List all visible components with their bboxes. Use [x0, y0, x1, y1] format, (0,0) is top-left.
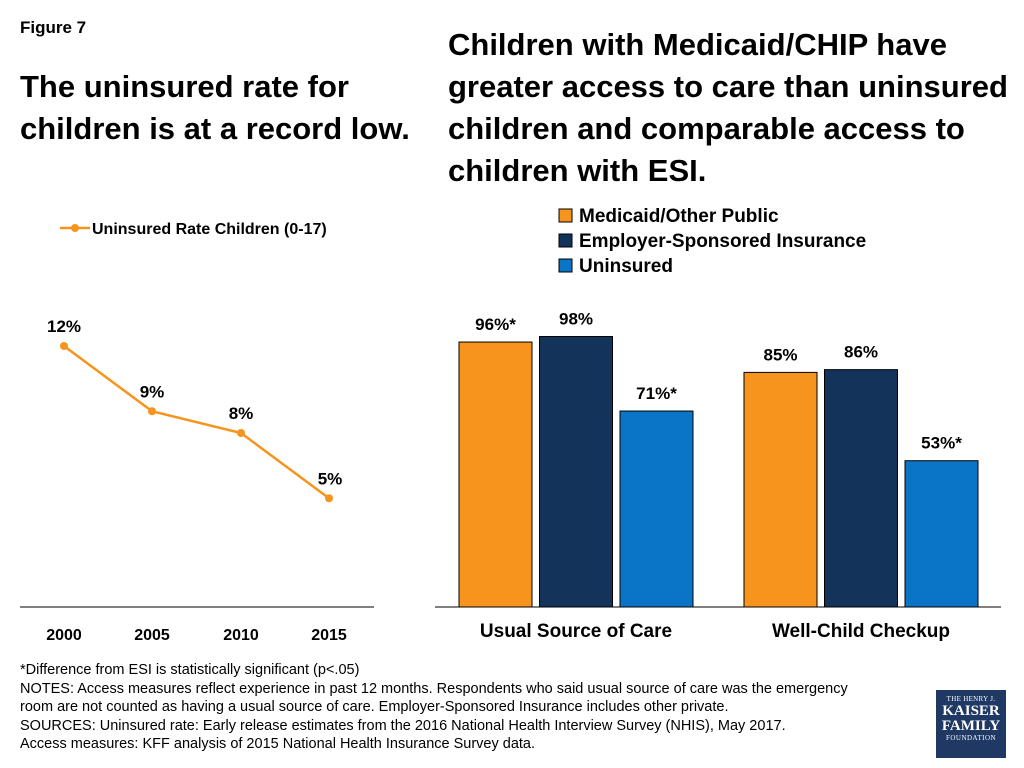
bar-data-label-2-3: 53%* [921, 434, 962, 453]
line-point-2010 [237, 429, 245, 437]
logo-line-2: KAISER [942, 703, 1000, 719]
bar-legend-label-2: Employer-Sponsored Insurance [579, 231, 866, 252]
footnote-sources-1: SOURCES: Uninsured rate: Early release e… [20, 717, 786, 734]
line-series-uninsured-rate [63, 344, 330, 500]
bar-data-label-2-2: 86% [844, 343, 878, 362]
line-point-2005 [148, 407, 156, 416]
charts-canvas: 12% 2000 9% 2005 8% 2010 5% 2015 Uninsured Rate … [20, 206, 1001, 644]
bar-legend-swatch-2 [558, 233, 573, 248]
line-x-tick-2010: 2010 [223, 627, 259, 644]
bar-2-2 [824, 369, 898, 608]
bar-data-label-1-2: 98% [559, 310, 593, 329]
bar-category-label-1: Usual Source of Care [480, 621, 672, 642]
bar-data-label-1-3: 71%* [636, 384, 677, 403]
line-x-tick-2005: 2005 [134, 627, 170, 644]
footnotes: *Difference from ESI is statistically si… [20, 661, 920, 754]
footnote-notes-2: room are not counted as having a usual s… [20, 699, 729, 716]
logo-line-1: THE HENRY J. [946, 695, 996, 703]
bar-legend-label-3: Uninsured [579, 256, 673, 277]
bar-2-3 [904, 460, 979, 608]
bar-legend-label-1: Medicaid/Other Public [579, 206, 779, 227]
logo-line-4: FOUNDATION [945, 734, 997, 742]
line-chart-title: The uninsured rate for children is at a … [20, 69, 410, 146]
figure-label: Figure 7 [20, 18, 87, 37]
bar-data-label-1-1: 96%* [475, 315, 516, 334]
line-data-label-2010: 8% [229, 404, 254, 423]
bar-1-1 [458, 341, 533, 608]
line-x-tick-2015: 2015 [311, 627, 347, 644]
bar-chart-title: Children with Medicaid/CHIP have greater… [448, 27, 1008, 188]
bar-category-label-2: Well-Child Checkup [772, 621, 950, 642]
line-x-tick-2000: 2000 [46, 627, 82, 644]
bar-legend-swatch-1 [558, 208, 573, 223]
line-legend-label: Uninsured Rate Children (0-17) [92, 221, 327, 238]
kff-logo: THE HENRY J. KAISER FAMILY FOUNDATION [936, 690, 1006, 758]
bar-data-label-2-1: 85% [763, 345, 797, 364]
bar-1-3 [619, 410, 694, 608]
line-data-label-2015: 5% [318, 469, 343, 488]
line-legend-marker [71, 224, 79, 232]
logo-line-3: FAMILY [941, 718, 1001, 734]
footnote-notes-1: NOTES: Access measures reflect experienc… [20, 680, 848, 697]
footnote-sources-2: Access measures: KFF analysis of 2015 Na… [20, 736, 536, 753]
line-data-label-2000: 12% [47, 317, 81, 336]
line-point-2000 [60, 342, 68, 350]
bar-2-1 [743, 371, 818, 608]
bar-legend-swatch-3 [558, 258, 573, 273]
bar-1-2 [539, 336, 613, 608]
line-point-2015 [325, 494, 333, 503]
line-data-label-2005: 9% [140, 382, 165, 401]
footnote-significance: *Difference from ESI is statistically si… [20, 662, 360, 678]
